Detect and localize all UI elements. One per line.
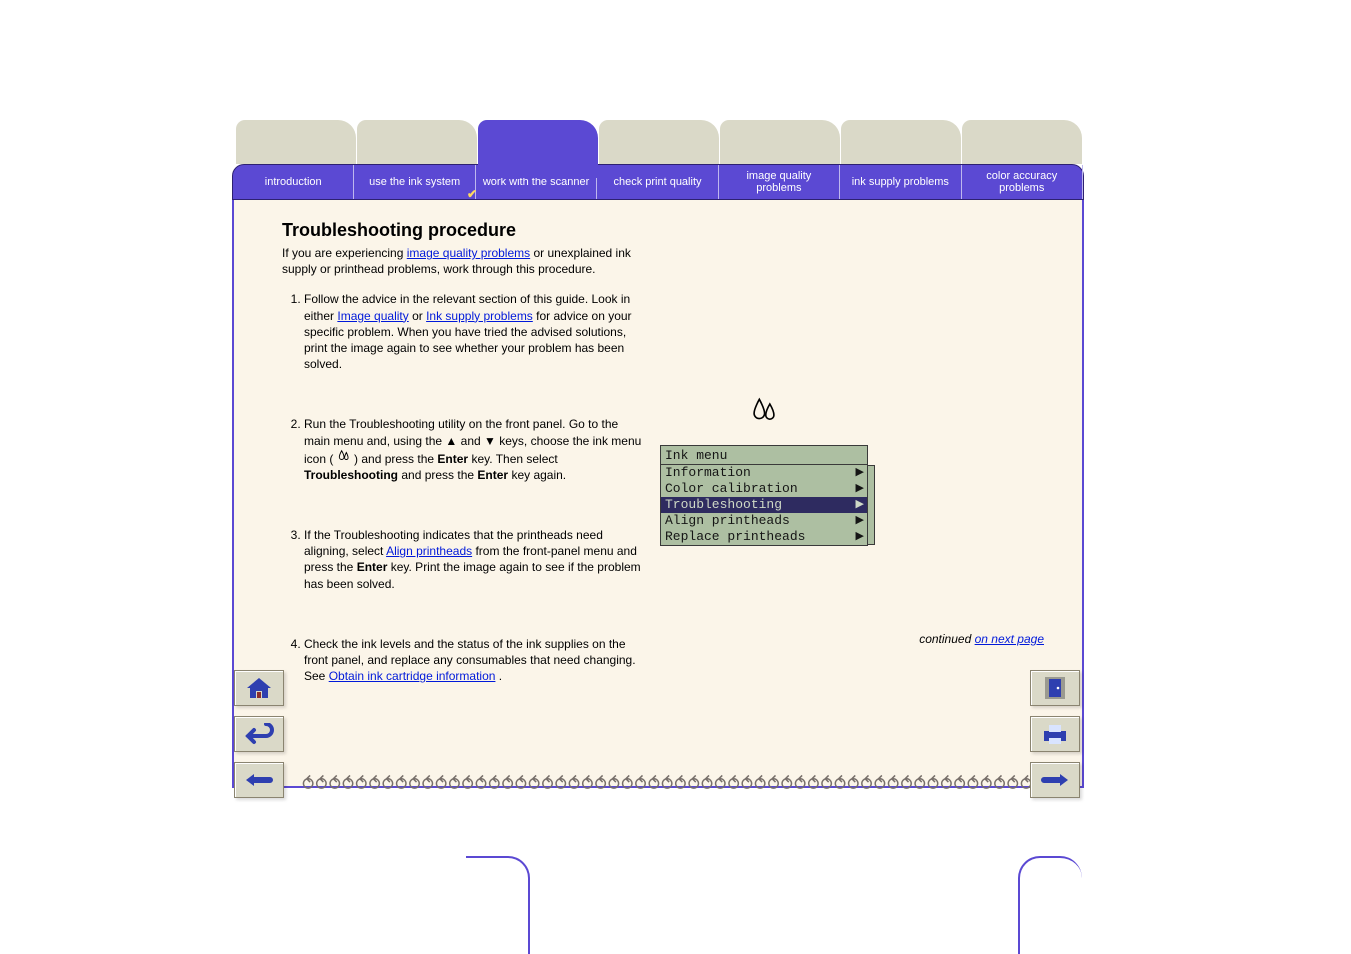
file-tab-1[interactable] (357, 120, 477, 164)
file-tab-0[interactable] (236, 120, 356, 164)
lcd-scrollbar[interactable] (867, 465, 875, 545)
link-ink-supply-problems[interactable]: Ink supply problems (426, 309, 533, 323)
header-tab-color-accuracy[interactable]: color accuracy problems (962, 165, 1083, 199)
file-tab-3[interactable] (599, 120, 719, 164)
lcd-title: Ink menu (661, 446, 867, 465)
link-ink-cartridge-info[interactable]: Obtain ink cartridge information (329, 669, 496, 683)
enter-key-3: Enter (357, 560, 388, 574)
card-notch-left (466, 856, 530, 954)
lcd-item-troubleshooting[interactable]: Troubleshooting ▶ (661, 497, 867, 513)
continued-prefix: continued (919, 632, 974, 646)
s2-bold: Troubleshooting (304, 468, 398, 482)
down-arrow-icon: ▼ (484, 434, 496, 448)
next-hand-icon (1040, 771, 1070, 789)
s2-mid3: ) and press the (354, 452, 437, 466)
lcd-item-align-printheads[interactable]: Align printheads ▶ (661, 513, 867, 529)
content-card: Troubleshooting procedure If you are exp… (232, 200, 1084, 788)
header-tab-ink-supply[interactable]: ink supply problems (840, 165, 961, 199)
submenu-arrow-icon: ▶ (856, 513, 864, 529)
back-arrow-icon (244, 723, 274, 745)
up-arrow-icon: ▲ (445, 434, 457, 448)
step-3: If the Troubleshooting indicates that th… (304, 527, 642, 592)
print-button[interactable] (1030, 716, 1080, 752)
previous-page-button[interactable] (234, 762, 284, 798)
file-tab-row (236, 120, 1082, 164)
exit-button[interactable] (1030, 670, 1080, 706)
enter-key-2: Enter (477, 468, 508, 482)
ink-icon-inline (337, 452, 354, 466)
file-tab-4[interactable] (720, 120, 840, 164)
intro-link-image-quality[interactable]: image quality problems (407, 246, 530, 260)
lcd-panel: Ink menu Information ▶ Color calibration ▶… (660, 445, 868, 546)
lcd-item-label: Troubleshooting (665, 497, 782, 513)
link-image-quality[interactable]: Image quality (337, 309, 408, 323)
header-tab-introduction[interactable]: introduction (233, 165, 354, 199)
card-notch-right (1018, 856, 1082, 954)
file-tab-6[interactable] (962, 120, 1082, 164)
home-icon (244, 676, 274, 700)
header-tab-image-quality[interactable]: image quality problems (719, 165, 840, 199)
header-tab-ink-system[interactable]: use the ink system (354, 165, 475, 199)
intro-prefix: If you are experiencing (282, 246, 407, 260)
step-4: Check the ink levels and the status of t… (304, 636, 642, 685)
s2-mid1: and (461, 434, 484, 448)
next-page-button[interactable] (1030, 762, 1080, 798)
s2-suffix: key again. (511, 468, 566, 482)
submenu-arrow-icon: ▶ (856, 481, 864, 497)
back-button[interactable] (234, 716, 284, 752)
steps-list: Follow the advice in the relevant sectio… (282, 291, 642, 684)
lcd-item-information[interactable]: Information ▶ (661, 465, 867, 481)
lcd-area: Ink menu Information ▶ Color calibration ▶… (660, 397, 868, 546)
file-tab-5[interactable] (841, 120, 961, 164)
spiral-binding: ⥀⥀⥀⥀⥀⥀⥀⥀⥀⥀⥀⥀⥀⥀⥀⥀⥀⥀⥀⥀⥀⥀⥀⥀⥀⥀⥀⥀⥀⥀⥀⥀⥀⥀⥀⥀⥀⥀⥀⥀… (302, 774, 1049, 796)
s2-mid4: key. Then select (471, 452, 557, 466)
lcd-item-label: Align printheads (665, 513, 790, 529)
lcd-item-label: Color calibration (665, 481, 798, 497)
file-tab-2[interactable] (478, 120, 598, 178)
ink-drops-icon (750, 397, 778, 425)
page-title: Troubleshooting procedure (282, 220, 1034, 241)
submenu-arrow-icon: ▶ (856, 465, 864, 481)
enter-key-1: Enter (437, 452, 468, 466)
continued-link[interactable]: on next page (975, 632, 1044, 646)
continued-text: continued on next page (919, 632, 1044, 646)
lcd-item-label: Replace printheads (665, 529, 805, 545)
lcd-item-replace-printheads[interactable]: Replace printheads ▶ (661, 529, 867, 545)
submenu-arrow-icon: ▶ (856, 497, 864, 513)
printer-icon (1040, 723, 1070, 745)
header-tab-print-quality[interactable]: check print quality (597, 165, 718, 199)
s4-suffix: . (499, 669, 502, 683)
submenu-arrow-icon: ▶ (856, 529, 864, 545)
prev-hand-icon (244, 771, 274, 789)
step-2: Run the Troubleshooting utility on the f… (304, 416, 642, 483)
home-button[interactable] (234, 670, 284, 706)
lcd-item-label: Information (665, 465, 751, 481)
step-1: Follow the advice in the relevant sectio… (304, 291, 642, 372)
link-align-printheads[interactable]: Align printheads (386, 544, 472, 558)
door-icon (1042, 675, 1068, 701)
lcd-item-color-calibration[interactable]: Color calibration ▶ (661, 481, 867, 497)
s1-mid: or (412, 309, 426, 323)
intro-paragraph: If you are experiencing image quality pr… (282, 245, 642, 277)
s2-mid5: and press the (401, 468, 477, 482)
header-bar: introduction use the ink system work wit… (232, 164, 1084, 200)
lcd-body: Information ▶ Color calibration ▶ Troubles… (661, 465, 867, 545)
